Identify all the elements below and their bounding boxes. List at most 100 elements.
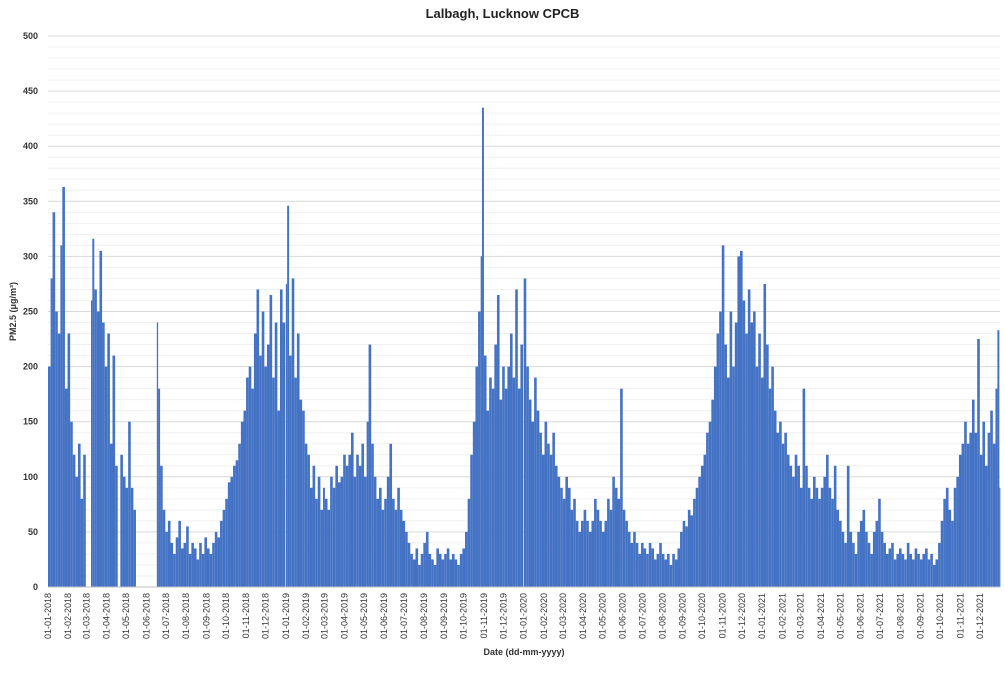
data-bar [646, 553, 649, 587]
data-bar [240, 421, 244, 587]
data-bar [870, 553, 873, 587]
data-bar [243, 410, 247, 587]
data-bar [289, 355, 292, 587]
data-bar [630, 542, 634, 587]
data-bar [227, 482, 231, 587]
data-bar [734, 322, 738, 587]
data-bar [475, 366, 479, 587]
data-bar [160, 465, 163, 587]
data-bar [906, 542, 910, 587]
data-bar [867, 542, 871, 587]
x-tick-label: 01-02-2020 [539, 593, 549, 639]
data-bar [384, 498, 387, 587]
data-bar [248, 366, 252, 587]
data-bar [320, 509, 323, 587]
data-bar [711, 399, 714, 587]
data-bar [170, 542, 174, 587]
data-bar [512, 377, 516, 587]
data-bar [700, 465, 704, 587]
data-bar [230, 476, 234, 587]
data-bar [483, 355, 487, 587]
data-bar [794, 454, 798, 587]
data-bar [904, 559, 907, 587]
data-bar [397, 487, 400, 587]
data-bar [253, 333, 257, 587]
data-bar [836, 509, 840, 587]
x-tick-label: 01-03-2020 [558, 593, 568, 639]
data-bar [191, 542, 194, 587]
data-bar [94, 289, 97, 587]
data-bar [604, 520, 608, 587]
data-bar [451, 553, 455, 587]
x-tick-label: 01-05-2019 [359, 593, 369, 639]
data-bar [878, 498, 881, 587]
data-bar [282, 322, 286, 587]
x-tick-label: 01-12-2019 [498, 593, 508, 639]
data-bar [974, 432, 978, 587]
y-tick-label: 400 [23, 141, 38, 151]
data-bar [826, 454, 829, 587]
data-bar [496, 294, 500, 587]
data-bar [296, 333, 300, 587]
y-tick-label: 150 [23, 417, 38, 427]
data-bar [83, 454, 86, 587]
data-bar [716, 333, 720, 587]
x-tick-label: 01-01-2018 [43, 593, 53, 639]
data-bar [277, 410, 280, 587]
x-tick-label: 01-07-2021 [875, 593, 885, 639]
data-bar [554, 465, 558, 587]
data-bar [685, 526, 688, 587]
data-bar [703, 454, 707, 587]
data-bar [272, 377, 275, 587]
data-bar [494, 344, 497, 587]
data-bar [912, 559, 915, 587]
data-bar [844, 542, 847, 587]
data-bar [531, 421, 535, 587]
data-bar [635, 542, 639, 587]
data-bar [364, 476, 367, 587]
data-bar [279, 289, 283, 587]
data-bar [753, 311, 756, 587]
data-bar [687, 509, 691, 587]
data-bar [509, 333, 513, 587]
data-bar [420, 553, 424, 587]
data-bar [109, 443, 113, 587]
data-bar [178, 520, 181, 587]
data-bar [823, 476, 827, 587]
data-bar [343, 454, 346, 587]
data-bar [938, 542, 941, 587]
data-bar [802, 388, 806, 587]
data-bar [285, 283, 288, 587]
data-bar [399, 509, 403, 587]
data-bar [128, 421, 131, 587]
x-tick-label: 01-08-2021 [895, 593, 905, 639]
data-bar [67, 333, 71, 587]
data-bar [246, 377, 249, 587]
data-bar [992, 443, 996, 587]
data-bar [294, 377, 297, 587]
data-bar [337, 482, 341, 587]
data-bar [661, 553, 665, 587]
data-bar [324, 498, 328, 587]
data-bar [340, 476, 344, 587]
data-bar [591, 520, 595, 587]
data-bar [459, 553, 463, 587]
data-bar [599, 520, 602, 587]
data-bar [196, 559, 200, 587]
data-bar [75, 476, 78, 587]
data-bar [578, 531, 582, 587]
data-bar [353, 476, 357, 587]
data-bar [481, 107, 484, 587]
data-bar [125, 487, 129, 587]
x-axis-title: Date (dd-mm-yyyy) [483, 647, 564, 657]
data-bar [358, 465, 362, 587]
y-tick-label: 100 [23, 472, 38, 482]
data-bar [423, 542, 426, 587]
data-bar [107, 333, 110, 587]
y-tick-label: 300 [23, 251, 38, 261]
data-bar [104, 366, 108, 587]
data-bar [60, 245, 63, 587]
data-bar [478, 311, 481, 587]
data-bar [966, 443, 970, 587]
